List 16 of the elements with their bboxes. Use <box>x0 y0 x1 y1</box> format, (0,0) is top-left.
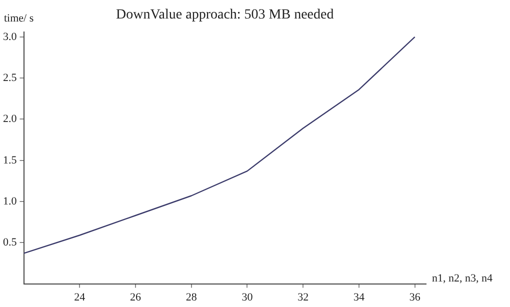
y-tick-label: 1.5 <box>3 154 18 166</box>
y-tick-label: 0.5 <box>3 236 18 249</box>
x-tick-label: 28 <box>186 291 198 304</box>
chart-title: DownValue approach: 503 MB needed <box>116 8 334 23</box>
x-tick-label: 34 <box>353 291 365 304</box>
y-tick-label: 2.0 <box>3 113 18 126</box>
x-tick-label: 36 <box>409 291 421 304</box>
x-tick-label: 32 <box>298 291 309 304</box>
x-tick-label: 30 <box>242 291 254 304</box>
y-tick-label: 2.5 <box>3 72 18 84</box>
y-axis-title: time/ s <box>4 12 34 24</box>
y-tick-label: 3.0 <box>3 30 18 43</box>
x-tick-label: 26 <box>130 291 142 304</box>
y-tick-label: 1.0 <box>3 195 18 208</box>
x-axis-title: n1, n2, n3, n4 <box>432 272 493 285</box>
x-tick-label: 24 <box>74 291 86 304</box>
